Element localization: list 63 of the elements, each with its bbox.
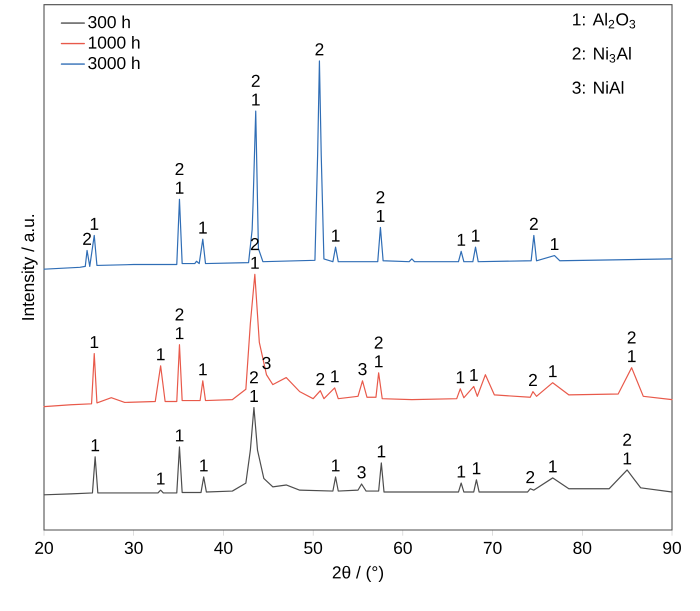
annotation: 2: Ni$_{3}$Al: [572, 46, 631, 63]
x-tick-label: 60: [394, 542, 412, 554]
x-tick-label: 30: [124, 542, 143, 554]
annotation: 2: [530, 218, 538, 230]
legend-label: 3000 h: [88, 56, 140, 70]
annotation: 1: [332, 230, 340, 242]
annotation: 1: [92, 439, 100, 452]
text: 1: Al$_{2}$O$_{3}$: [573, 12, 636, 28]
x-tick-label: 50: [304, 542, 322, 554]
legend-label: 300 h: [88, 16, 130, 28]
annotation: 2: [83, 232, 92, 245]
annotation: 1: [90, 336, 98, 348]
annotation: 1: [251, 256, 259, 269]
annotation: 1: [472, 462, 480, 474]
annotation: 2: [176, 162, 184, 176]
annotation: 1: [375, 355, 383, 368]
x-tick-label: 70: [484, 542, 502, 554]
annotation: 3: [358, 362, 367, 376]
annotation: 2: [176, 308, 184, 320]
annotation: 1: [90, 218, 98, 230]
annotation: 1: [456, 371, 464, 384]
annotation: 1: [250, 390, 258, 402]
x-axis-title: 2θ / (°): [332, 566, 384, 582]
annotation: 1: [199, 222, 207, 234]
annotation: 1: [472, 230, 480, 242]
annotation: 3: NiAl: [572, 81, 624, 94]
annotation: 2: [623, 434, 632, 446]
annotation: 2: [315, 43, 324, 56]
annotation: 2: [526, 471, 534, 484]
annotation: 1: [628, 350, 636, 362]
x-tick-label: 80: [573, 542, 592, 554]
annotation: 1: [331, 370, 339, 382]
annotation: 2: [374, 336, 383, 349]
x-tick-label: 40: [214, 542, 232, 554]
annotation: 1: [624, 452, 632, 464]
x-tick-label: 20: [35, 542, 53, 554]
annotation: 1: [252, 94, 260, 106]
annotation: 2: [250, 371, 258, 384]
annotation: 1: [550, 238, 558, 250]
annotation: 1: [157, 348, 165, 360]
annotation: 1: [376, 210, 384, 222]
annotation: 1: [157, 472, 165, 485]
annotation: 1: [176, 429, 184, 442]
annotation: 2: [628, 331, 636, 344]
annotation: 1: [176, 327, 184, 340]
annotation: 1: [458, 234, 466, 246]
annotation: 2: [529, 374, 537, 386]
annotation: 1: [176, 182, 184, 194]
annotation: 2: [316, 372, 324, 386]
annotation: 1: [470, 368, 478, 381]
x-tick-label: 90: [663, 542, 681, 554]
annotation: 1: [378, 445, 386, 458]
annotation: 1: [332, 459, 340, 472]
annotation: 1: [199, 363, 207, 376]
annotation: 1: [458, 466, 466, 478]
annotation: 3: [357, 466, 366, 478]
annotation: 1: [200, 459, 208, 472]
legend-label: 1000 h: [88, 36, 140, 49]
annotation: 2: [252, 74, 260, 87]
y-axis-title: Intensity / a.u.: [21, 214, 38, 320]
annotation: 1: [549, 460, 557, 472]
annotation: 2: [376, 191, 384, 204]
annotation: 1: [549, 365, 557, 378]
